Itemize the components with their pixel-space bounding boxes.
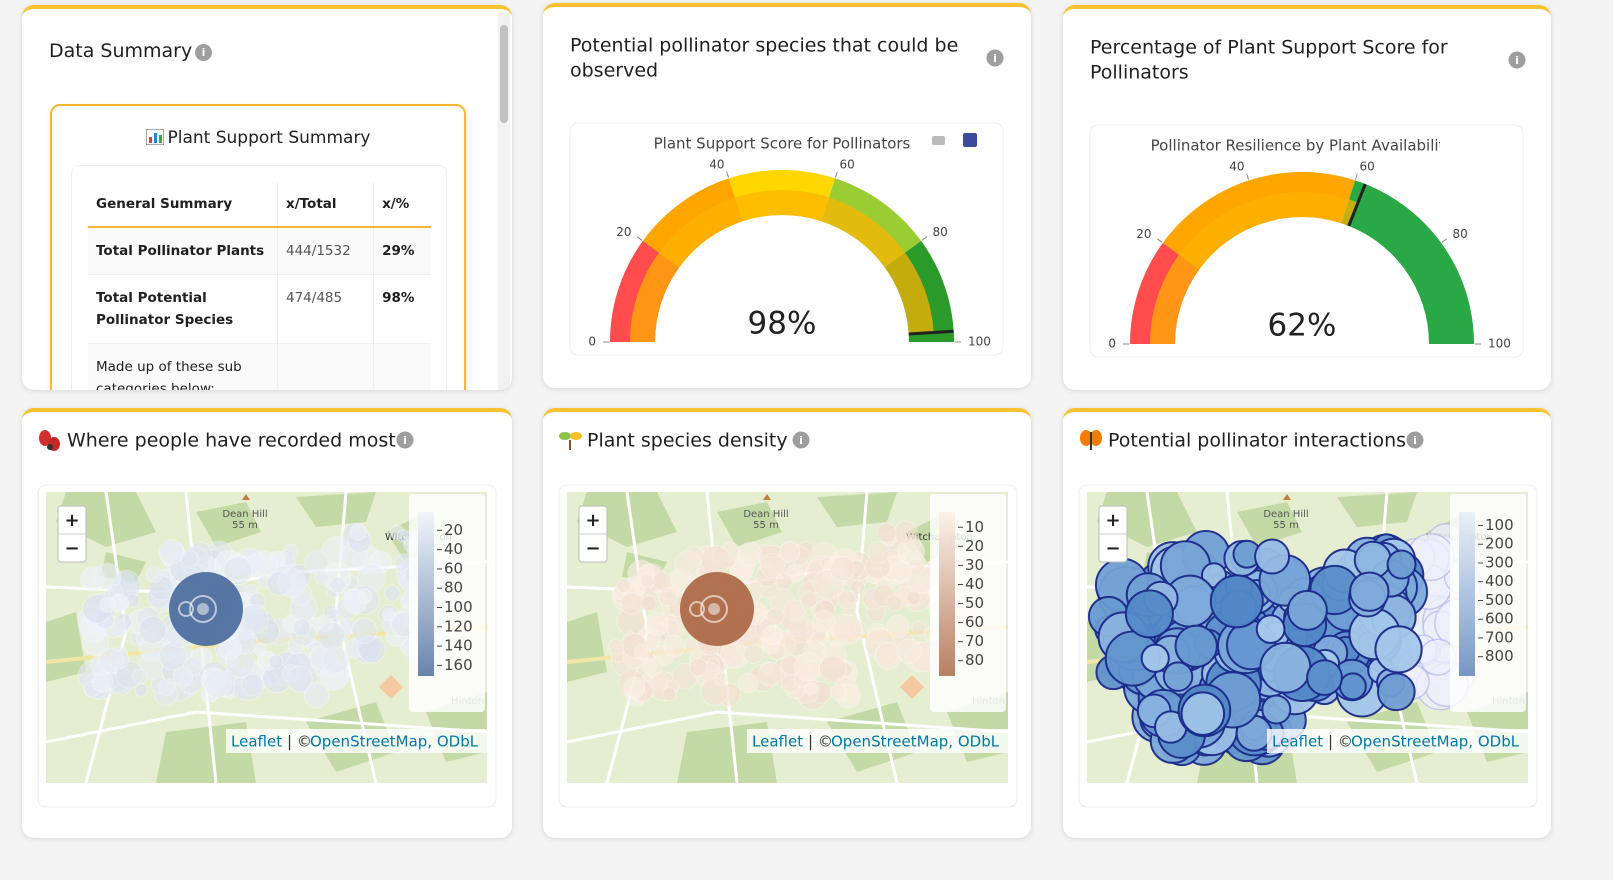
header-row: General Summary x/Total x/% bbox=[88, 182, 431, 228]
header-cell: General Summary bbox=[88, 182, 278, 228]
cell: Total Pollinator Plants bbox=[88, 227, 278, 275]
row: Total Potential Pollinator Species 474/48… bbox=[88, 274, 431, 344]
summary-table: General Summary x/Total x/% Total Pollinat… bbox=[88, 182, 431, 390]
info-icon[interactable]: i bbox=[195, 44, 212, 61]
row: Total Pollinator Plants 444/1532 29% bbox=[88, 227, 431, 275]
header-cell: x/Total bbox=[276, 182, 374, 228]
header-cell: x/% bbox=[373, 182, 431, 228]
scrollbar[interactable] bbox=[498, 13, 510, 390]
cell bbox=[276, 343, 374, 390]
cell: Total Potential Pollinator Species bbox=[88, 274, 278, 344]
cell: 444/1532 bbox=[276, 227, 374, 275]
summary-box: Plant Support Summary General Summary x/T… bbox=[50, 104, 466, 390]
chart-icon bbox=[145, 128, 164, 146]
summary-card: Data Summary i Plant Support Summary Gen… bbox=[22, 5, 512, 390]
cell: Made up of these sub categories below: bbox=[88, 343, 278, 390]
cell: 29% bbox=[373, 227, 431, 275]
map-card bbox=[1063, 408, 1551, 838]
map-card bbox=[543, 408, 1031, 838]
map-card bbox=[22, 408, 512, 838]
row: Made up of these sub categories below: bbox=[88, 343, 431, 390]
table-box: General Summary x/Total x/% Total Pollinat… bbox=[71, 165, 447, 390]
box-heading: Plant Support Summary bbox=[52, 128, 464, 148]
summary-title: Data Summary bbox=[49, 40, 193, 62]
cell: 98% bbox=[373, 274, 431, 344]
scroll-thumb[interactable] bbox=[500, 25, 508, 123]
cell: 474/485 bbox=[276, 274, 374, 344]
gauge-card bbox=[543, 3, 1031, 388]
box-title: Plant Support Summary bbox=[167, 128, 371, 148]
cell bbox=[373, 343, 431, 390]
gauge-card bbox=[1063, 5, 1551, 390]
